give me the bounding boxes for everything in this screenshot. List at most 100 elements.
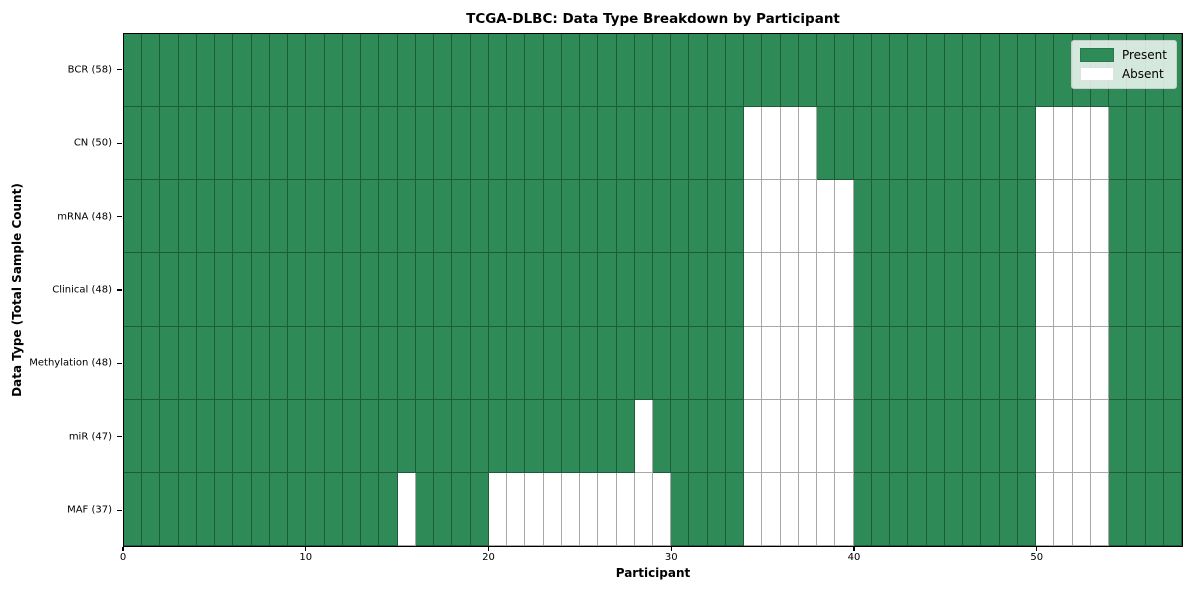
heatmap-cell — [616, 399, 635, 473]
heatmap-cell — [434, 34, 453, 108]
heatmap-cell — [124, 472, 143, 546]
heatmap-cell — [926, 326, 945, 400]
heatmap-cell — [999, 34, 1018, 108]
y-tick-label: Clinical (48) — [52, 284, 112, 296]
heatmap-cell — [744, 107, 763, 181]
x-tick-mark — [487, 547, 490, 551]
heatmap-cell — [835, 107, 854, 181]
heatmap-cell — [817, 326, 836, 400]
heatmap-cell — [999, 253, 1018, 327]
heatmap-cell — [798, 107, 818, 181]
heatmap-cell — [780, 107, 799, 181]
heatmap-cell — [616, 107, 635, 181]
heatmap-cell — [890, 34, 909, 108]
heatmap-cell — [871, 326, 891, 400]
heatmap-cell — [1036, 107, 1055, 181]
heatmap-cell — [306, 180, 325, 254]
heatmap-cell — [926, 34, 945, 108]
heatmap-cell — [525, 399, 544, 473]
y-tick-mark — [117, 509, 122, 511]
heatmap-cell — [725, 472, 745, 546]
heatmap-cell — [142, 399, 161, 473]
heatmap-cell — [652, 107, 672, 181]
heatmap-cell — [780, 253, 799, 327]
heatmap-cell — [525, 107, 544, 181]
heatmap-cell — [725, 107, 745, 181]
heatmap-cell — [269, 107, 289, 181]
x-tick-label: 10 — [299, 552, 313, 563]
heatmap-cell — [178, 34, 197, 108]
legend-swatch-present — [1079, 48, 1114, 62]
heatmap-cell — [324, 399, 343, 473]
heatmap-cell — [525, 253, 544, 327]
heatmap-cell — [780, 34, 799, 108]
heatmap-cell — [251, 399, 270, 473]
heatmap-cell — [142, 326, 161, 400]
heatmap-cell — [652, 253, 672, 327]
heatmap-cell — [251, 180, 270, 254]
heatmap-cell — [1054, 180, 1073, 254]
heatmap-cell — [725, 180, 745, 254]
heatmap-cell — [981, 399, 1000, 473]
heatmap-cell — [944, 107, 964, 181]
heatmap-cell — [233, 253, 252, 327]
heatmap-cell — [835, 472, 854, 546]
heatmap-cell — [762, 180, 781, 254]
heatmap-cell — [324, 326, 343, 400]
heatmap-cell — [361, 326, 380, 400]
heatmap-cell — [324, 180, 343, 254]
heatmap-cell — [1036, 253, 1055, 327]
heatmap-cell — [324, 472, 343, 546]
heatmap-cell — [762, 399, 781, 473]
x-tick-label: 20 — [482, 552, 495, 563]
heatmap-cell — [142, 472, 161, 546]
heatmap-cell — [963, 326, 982, 400]
heatmap-cell — [397, 34, 416, 108]
heatmap-cell — [434, 399, 453, 473]
heatmap-cell — [342, 326, 362, 400]
heatmap-cell — [507, 34, 526, 108]
heatmap-cell — [853, 34, 872, 108]
heatmap-cell — [616, 180, 635, 254]
heatmap-cell — [160, 326, 179, 400]
heatmap-cell — [288, 326, 307, 400]
heatmap-cell — [817, 253, 836, 327]
heatmap-cell — [963, 472, 982, 546]
heatmap-cell — [215, 326, 234, 400]
heatmap-cell — [652, 34, 672, 108]
heatmap-cell — [652, 180, 672, 254]
heatmap-cell — [999, 107, 1018, 181]
heatmap-cell — [306, 399, 325, 473]
heatmap-cell — [689, 399, 708, 473]
heatmap-cell — [142, 180, 161, 254]
heatmap-cell — [361, 472, 380, 546]
heatmap-cell — [725, 399, 745, 473]
heatmap-cell — [890, 326, 909, 400]
heatmap-cell — [379, 472, 398, 546]
y-tick-mark — [117, 289, 122, 291]
heatmap-cell — [580, 472, 599, 546]
heatmap-cell — [744, 34, 763, 108]
heatmap-cell — [397, 399, 416, 473]
heatmap-cell — [1145, 326, 1164, 400]
heatmap-cell — [379, 180, 398, 254]
heatmap-cell — [817, 399, 836, 473]
heatmap-cell — [671, 472, 690, 546]
y-tick-mark — [117, 436, 122, 438]
heatmap-cell — [142, 253, 161, 327]
heatmap-cell — [324, 107, 343, 181]
heatmap-cell — [999, 180, 1018, 254]
heatmap-cell — [853, 326, 872, 400]
heatmap-cell — [124, 399, 143, 473]
heatmap-cell — [944, 180, 964, 254]
heatmap-cell — [379, 107, 398, 181]
heatmap-cell — [342, 253, 362, 327]
heatmap-cell — [452, 253, 471, 327]
heatmap-cell — [361, 180, 380, 254]
heatmap-cell — [944, 472, 964, 546]
heatmap-cell — [835, 180, 854, 254]
heatmap-cell — [908, 326, 927, 400]
heatmap-cell — [1072, 326, 1091, 400]
heatmap-cell — [452, 107, 471, 181]
